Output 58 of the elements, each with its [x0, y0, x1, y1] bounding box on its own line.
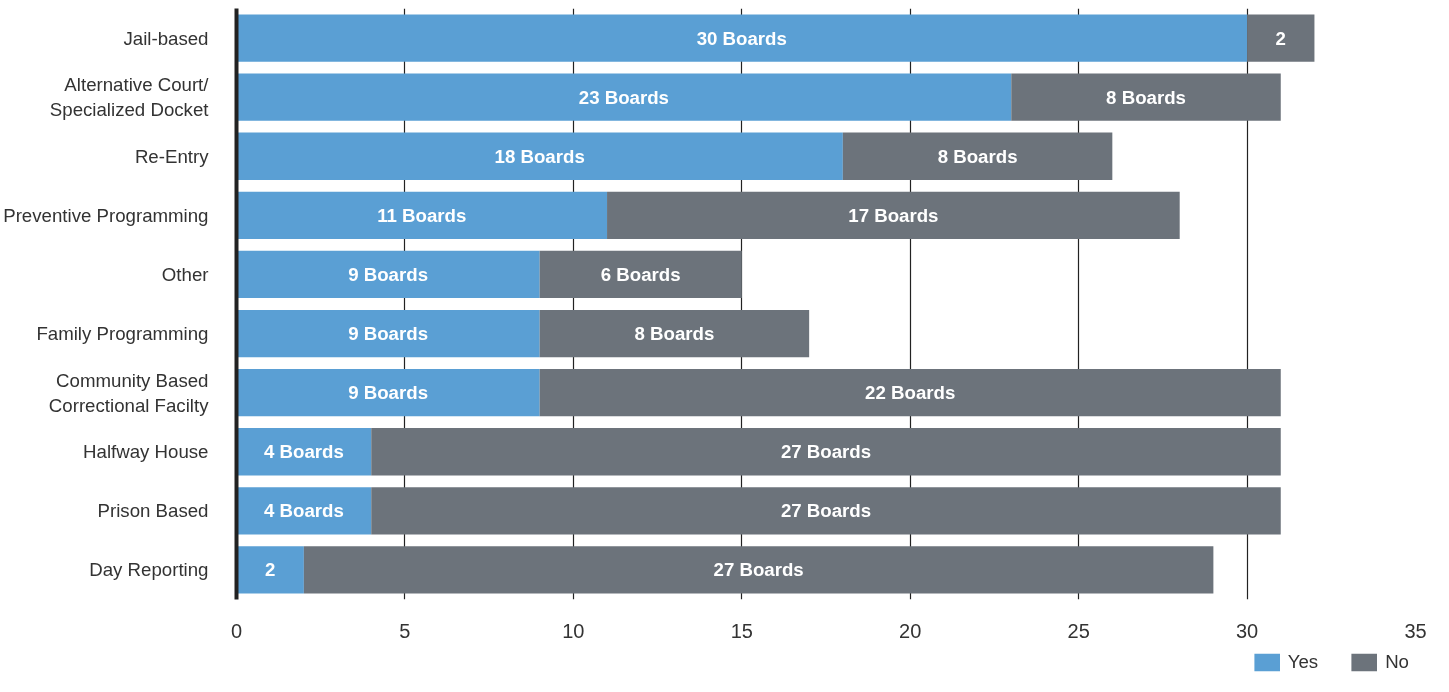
bar	[236, 309, 540, 358]
bar	[236, 546, 304, 594]
bar	[371, 487, 1281, 535]
data-label: 27 Boards	[780, 441, 872, 463]
y-tick-label: Community Based Correctional Facilty	[48, 369, 210, 416]
data-label: 8 Boards	[634, 323, 715, 345]
data-label: 22 Boards	[865, 382, 956, 404]
data-label: 4 Boards	[263, 441, 344, 463]
bar	[539, 309, 810, 358]
y-tick-label: Halfway House	[83, 441, 209, 463]
y-tick-label: Preventive Programming	[3, 204, 209, 226]
data-label: 8 Boards	[937, 145, 1018, 167]
data-label: 9 Boards	[348, 323, 429, 345]
bar	[236, 250, 540, 299]
bar	[236, 132, 843, 180]
data-label: 27 Boards	[713, 559, 804, 581]
data-label: 11 Boards	[377, 204, 467, 226]
y-tick-label: Re-Entry	[134, 145, 210, 167]
x-tick-label: 30	[1235, 619, 1259, 642]
bar	[607, 191, 1180, 239]
x-tick-label: 10	[562, 619, 585, 642]
x-tick-label: 15	[730, 619, 753, 642]
data-label: 6 Boards	[600, 263, 681, 285]
y-tick-label: Jail-based	[123, 27, 209, 49]
y-tick-label: Family Programming	[36, 323, 209, 345]
bar	[539, 369, 1281, 417]
data-label: 17 Boards	[848, 204, 939, 226]
y-tick-label: Alternative Court/ Specialized Docket	[49, 74, 210, 121]
bar	[1247, 14, 1315, 62]
data-label: 27 Boards	[780, 500, 872, 522]
data-label: 2	[265, 559, 276, 581]
data-label: 9 Boards	[348, 263, 429, 285]
data-label: 8 Boards	[1106, 86, 1186, 108]
data-label: 23 Boards	[578, 86, 669, 108]
x-tick-label: 20	[899, 619, 922, 642]
legend-label: Yes	[1287, 651, 1319, 673]
bar	[236, 191, 608, 239]
bar	[236, 369, 540, 417]
bar	[842, 132, 1113, 180]
bar	[539, 250, 742, 299]
data-label: 2	[1275, 27, 1286, 49]
bar	[371, 428, 1281, 476]
data-label: 9 Boards	[348, 382, 429, 404]
y-tick-label: Prison Based	[97, 500, 209, 522]
data-label: 30 Boards	[696, 27, 787, 49]
x-tick-label: 0	[230, 619, 243, 642]
x-tick-label: 35	[1404, 619, 1427, 642]
bar	[303, 546, 1214, 594]
data-label: 18 Boards	[494, 145, 585, 167]
data-label: 4 Boards	[263, 500, 344, 522]
bar	[236, 14, 1248, 62]
y-tick-label: Other	[161, 263, 209, 285]
bar	[1011, 73, 1281, 121]
legend-label: No	[1385, 651, 1409, 673]
x-tick-label: 25	[1067, 619, 1090, 642]
bar	[236, 73, 1012, 121]
y-tick-label: Day Reporting	[89, 559, 209, 581]
x-tick-label: 5	[399, 619, 411, 642]
